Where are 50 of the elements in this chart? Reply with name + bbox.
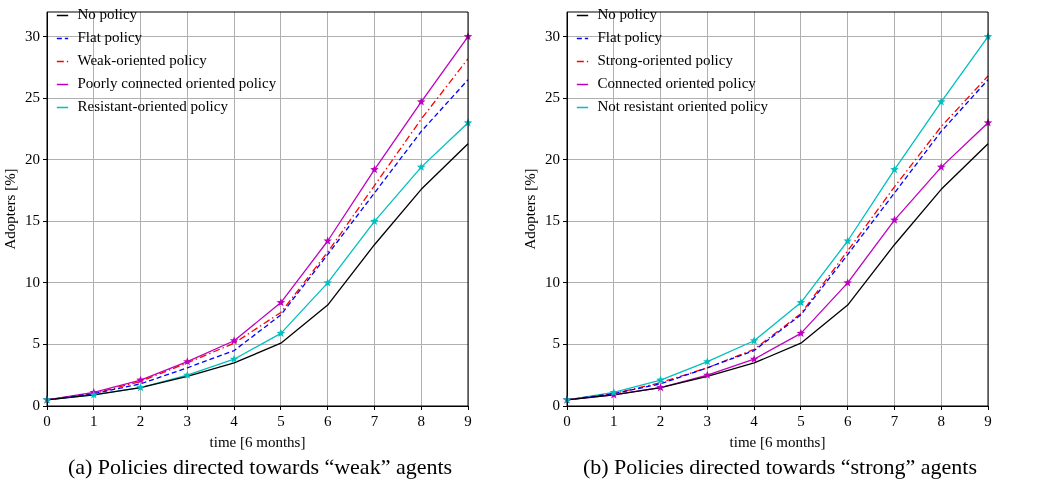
x-tick-label: 0 [563,412,571,429]
y-tick-label: 5 [32,335,40,352]
y-axis-title: Adopters [%] [1,168,18,250]
y-tick-label: 10 [545,273,560,290]
legend-label: Flat policy [597,29,663,46]
y-tick-label: 15 [545,212,560,229]
x-tick-label: 1 [610,412,618,429]
x-tick-label: 7 [370,412,379,429]
x-tick-label: 5 [277,412,285,429]
y-tick-label: 5 [552,335,560,352]
x-tick-label: 6 [843,412,852,429]
x-tick-label: 5 [797,412,805,429]
y-tick-label: 20 [545,150,560,167]
x-tick-label: 0 [43,412,51,429]
y-tick-label: 25 [25,89,40,106]
legend-label: Weak-oriented policy [77,52,208,69]
legend-label: Poorly connected oriented policy [77,75,277,92]
y-tick-label: 0 [552,396,560,413]
y-tick-label: 10 [25,273,40,290]
y-tick-label: 30 [545,27,560,44]
legend-label: Flat policy [77,29,143,46]
y-tick-label: 15 [25,212,40,229]
y-tick-label: 20 [25,150,40,167]
x-tick-label: 2 [136,412,145,429]
legend-label: Not resistant oriented policy [597,98,769,115]
x-tick-label: 3 [183,412,192,429]
x-tick-label: 7 [890,412,899,429]
x-tick-label: 9 [464,412,472,429]
legend-label: Connected oriented policy [597,75,757,92]
x-axis-title: time [6 months] [209,433,306,450]
legend-label: Resistant-oriented policy [77,98,229,115]
text: (b) Policies directed towards “strong” agents [581,454,978,480]
y-tick-label: 0 [32,396,40,413]
x-tick-label: 1 [90,412,98,429]
legend-label: No policy [77,6,138,23]
legend-label: Strong-oriented policy [597,52,734,69]
x-tick-label: 9 [984,412,992,429]
x-tick-label: 4 [230,412,239,429]
y-tick-label: 30 [25,27,40,44]
text: (a) Policies directed towards “weak” agents [66,454,454,480]
y-axis-title: Adopters [%] [521,168,538,250]
legend-label: No policy [597,6,658,23]
x-tick-label: 3 [703,412,712,429]
y-tick-label: 25 [545,89,560,106]
x-tick-label: 4 [750,412,759,429]
x-tick-label: 6 [323,412,332,429]
x-tick-label: 8 [417,412,425,429]
x-tick-label: 8 [937,412,945,429]
x-tick-label: 2 [656,412,665,429]
x-axis-title: time [6 months] [729,433,826,450]
